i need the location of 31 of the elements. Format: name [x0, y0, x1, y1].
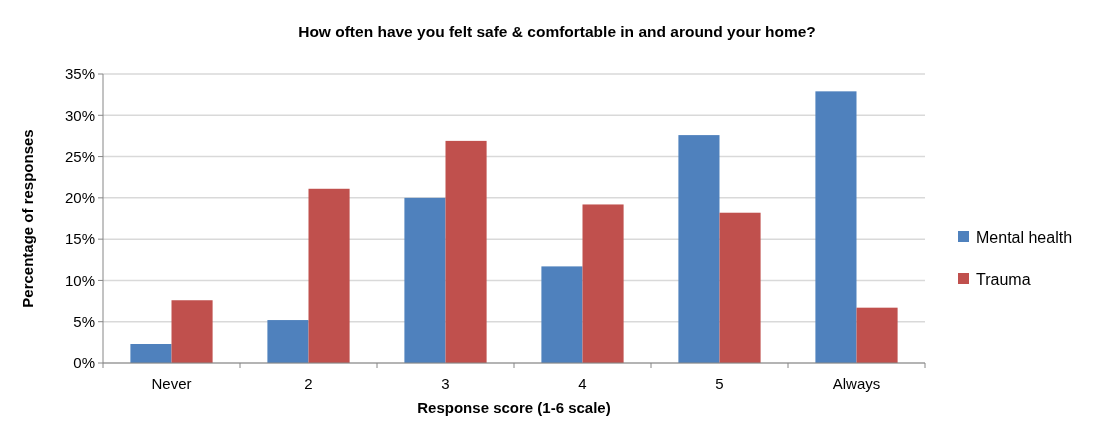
x-tick-label: 5 — [715, 375, 724, 392]
y-tick-label: 10% — [64, 271, 95, 289]
y-tick-label: 15% — [64, 230, 95, 248]
bar — [719, 212, 761, 363]
y-tick-label: 35% — [64, 65, 95, 83]
chart-title: How often have you felt safe & comfortable in and around your home? — [298, 23, 816, 40]
bar — [404, 197, 446, 363]
bar — [856, 307, 898, 363]
bar — [541, 266, 583, 363]
y-tick-label: 30% — [64, 106, 95, 124]
bar — [267, 320, 309, 363]
bar — [678, 135, 720, 363]
bar — [130, 344, 172, 363]
x-tick-label: 4 — [578, 375, 587, 392]
y-tick-label: 0% — [73, 354, 95, 372]
x-tick-label: Always — [832, 375, 881, 392]
x-tick-label: Never — [151, 375, 192, 392]
y-tick-label: 5% — [73, 312, 95, 330]
bar — [171, 300, 213, 363]
x-axis-title: Response score (1-6 scale) — [417, 399, 611, 416]
y-tick-label: 20% — [64, 189, 95, 207]
y-tick-label: 25% — [64, 147, 95, 165]
bar — [445, 140, 487, 363]
x-tick-label: 3 — [441, 375, 450, 392]
legend-label: Trauma — [976, 270, 1031, 288]
bar — [815, 91, 857, 363]
y-axis-title: Percentage of responses — [19, 129, 36, 308]
bar — [308, 188, 350, 363]
bar — [582, 204, 624, 363]
legend-label: Mental health — [976, 228, 1073, 246]
x-tick-label: 2 — [304, 375, 313, 392]
